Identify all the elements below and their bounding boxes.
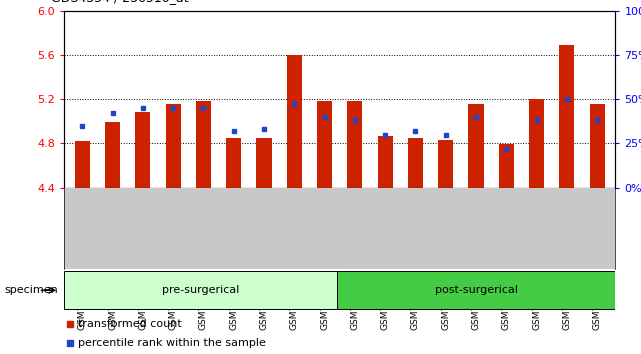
Text: GDS4354 / 236510_at: GDS4354 / 236510_at bbox=[51, 0, 189, 4]
Bar bbox=[75, 141, 90, 188]
Bar bbox=[165, 104, 181, 188]
Bar bbox=[529, 99, 544, 188]
Bar bbox=[256, 138, 272, 188]
Bar bbox=[408, 138, 423, 188]
Bar bbox=[499, 144, 514, 188]
Bar bbox=[560, 45, 574, 188]
Bar bbox=[196, 101, 211, 188]
Bar bbox=[469, 104, 483, 188]
Text: post-surgerical: post-surgerical bbox=[435, 285, 517, 295]
Bar bbox=[64, 271, 337, 309]
Bar bbox=[135, 113, 151, 188]
Bar bbox=[378, 136, 393, 188]
Bar bbox=[105, 122, 120, 188]
Bar bbox=[317, 101, 332, 188]
Text: specimen: specimen bbox=[4, 285, 58, 295]
Bar bbox=[337, 271, 615, 309]
Text: transformed count: transformed count bbox=[78, 319, 181, 329]
Bar bbox=[347, 101, 362, 188]
Bar bbox=[590, 104, 604, 188]
Bar bbox=[226, 138, 241, 188]
Bar bbox=[287, 55, 302, 188]
Bar bbox=[438, 140, 453, 188]
Text: percentile rank within the sample: percentile rank within the sample bbox=[78, 338, 266, 348]
Text: pre-surgerical: pre-surgerical bbox=[162, 285, 239, 295]
